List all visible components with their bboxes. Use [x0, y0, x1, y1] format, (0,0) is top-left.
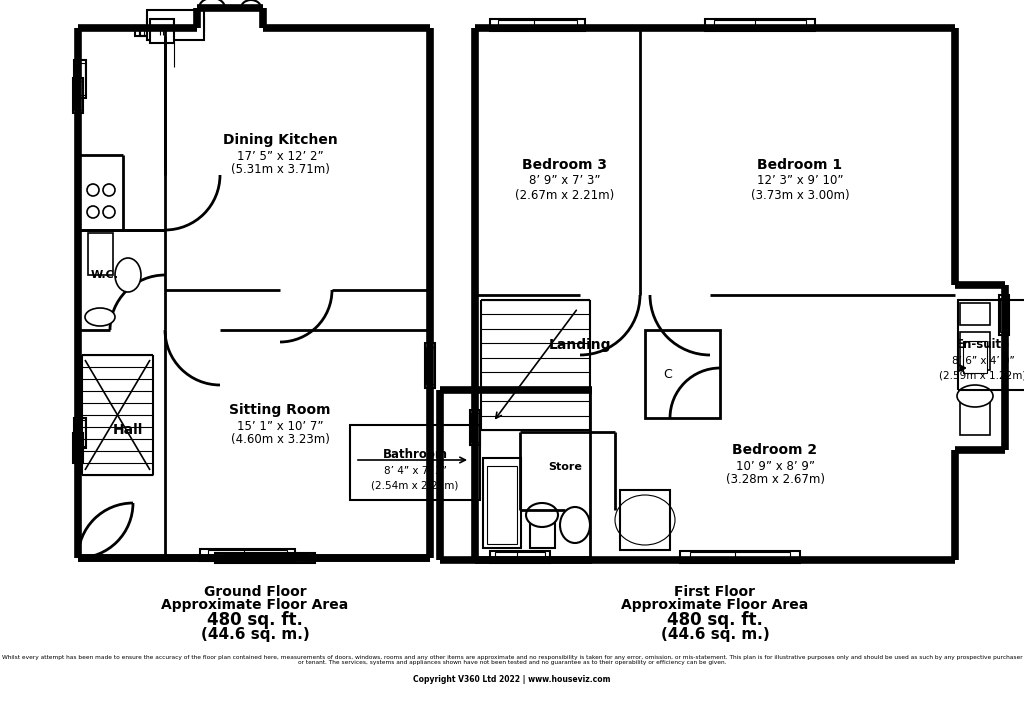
Bar: [73, 78, 83, 113]
Text: 15’ 1” x 10’ 7”: 15’ 1” x 10’ 7”: [237, 419, 324, 432]
Text: Sitting Room: Sitting Room: [229, 403, 331, 417]
Text: Approximate Floor Area: Approximate Floor Area: [622, 598, 809, 612]
Bar: [73, 433, 83, 463]
Ellipse shape: [115, 258, 141, 292]
Text: 12’ 3” x 9’ 10”: 12’ 3” x 9’ 10”: [757, 174, 843, 188]
Bar: [961, 393, 990, 435]
Bar: [490, 19, 585, 31]
Text: (44.6 sq. m.): (44.6 sq. m.): [660, 626, 769, 641]
Ellipse shape: [85, 308, 115, 326]
Bar: [74, 81, 82, 110]
Text: Dining Kitchen: Dining Kitchen: [222, 133, 337, 147]
Bar: [961, 332, 990, 370]
Bar: [150, 19, 174, 43]
Text: (2.59m x 1.22m): (2.59m x 1.22m): [939, 370, 1024, 380]
Text: 8’ 9” x 7’ 3”: 8’ 9” x 7’ 3”: [529, 174, 601, 188]
Bar: [714, 20, 806, 30]
Bar: [958, 300, 1024, 390]
Text: W.C.: W.C.: [91, 270, 119, 280]
Bar: [208, 550, 288, 560]
Text: 480 sq. ft.: 480 sq. ft.: [667, 611, 763, 629]
Text: Approximate Floor Area: Approximate Floor Area: [162, 598, 348, 612]
Text: (44.6 sq. m.): (44.6 sq. m.): [201, 626, 309, 641]
Bar: [498, 20, 578, 30]
Ellipse shape: [526, 503, 558, 527]
Text: Bathroom: Bathroom: [383, 448, 447, 461]
Text: (3.73m x 3.00m): (3.73m x 3.00m): [751, 188, 849, 201]
Bar: [471, 413, 479, 442]
Text: 480 sq. ft.: 480 sq. ft.: [207, 611, 303, 629]
Bar: [530, 512, 555, 548]
Bar: [74, 60, 86, 98]
Text: Store: Store: [548, 462, 582, 472]
Ellipse shape: [560, 507, 590, 543]
Text: 10’ 9” x 8’ 9”: 10’ 9” x 8’ 9”: [735, 460, 814, 473]
Bar: [152, 20, 200, 30]
Text: (3.28m x 2.67m): (3.28m x 2.67m): [725, 473, 824, 487]
Bar: [140, 27, 190, 36]
Text: C: C: [664, 368, 672, 381]
Text: En-suite: En-suite: [956, 339, 1010, 351]
Bar: [483, 458, 521, 548]
Bar: [426, 347, 434, 384]
Bar: [147, 19, 204, 31]
Text: Bedroom 3: Bedroom 3: [522, 158, 607, 172]
Bar: [495, 552, 545, 562]
Text: (2.54m x 2.21m): (2.54m x 2.21m): [372, 480, 459, 490]
Bar: [680, 551, 800, 563]
Bar: [147, 10, 204, 40]
Text: (4.60m x 3.23m): (4.60m x 3.23m): [230, 434, 330, 447]
Bar: [689, 552, 791, 562]
Text: Hall: Hall: [113, 423, 143, 437]
Bar: [961, 303, 990, 325]
Bar: [705, 19, 815, 31]
Bar: [200, 549, 295, 561]
Bar: [74, 435, 82, 460]
Text: Whilst every attempt has been made to ensure the accuracy of the floor plan cont: Whilst every attempt has been made to en…: [2, 654, 1022, 665]
Bar: [135, 26, 190, 36]
Bar: [487, 466, 517, 544]
Text: Bedroom 1: Bedroom 1: [758, 158, 843, 172]
Text: (5.31m x 3.71m): (5.31m x 3.71m): [230, 164, 330, 177]
Text: 8’ 4” x 7’ 3”: 8’ 4” x 7’ 3”: [384, 466, 446, 476]
Bar: [999, 295, 1009, 335]
Bar: [88, 233, 113, 275]
Bar: [223, 554, 307, 562]
Text: Ground Floor: Ground Floor: [204, 585, 306, 599]
Bar: [425, 343, 435, 388]
Ellipse shape: [957, 385, 993, 407]
Text: 17’ 5” x 12’ 2”: 17’ 5” x 12’ 2”: [237, 149, 324, 162]
Bar: [963, 341, 987, 373]
Bar: [144, 28, 186, 35]
Bar: [139, 27, 185, 35]
Bar: [470, 410, 480, 445]
Bar: [215, 553, 315, 563]
Bar: [645, 330, 720, 418]
Bar: [75, 63, 85, 95]
Text: Copyright V360 Ltd 2022 | www.houseviz.com: Copyright V360 Ltd 2022 | www.houseviz.c…: [414, 675, 610, 684]
Bar: [490, 551, 550, 563]
Bar: [75, 421, 85, 445]
Bar: [620, 490, 670, 550]
Text: (2.67m x 2.21m): (2.67m x 2.21m): [515, 188, 614, 201]
Text: 8’ 6” x 4’ 0”: 8’ 6” x 4’ 0”: [951, 356, 1015, 366]
Bar: [74, 418, 86, 448]
Text: First Floor: First Floor: [675, 585, 756, 599]
Bar: [350, 425, 480, 500]
Text: Landing: Landing: [549, 338, 611, 352]
Text: Bedroom 2: Bedroom 2: [732, 443, 817, 457]
Bar: [1000, 298, 1008, 332]
